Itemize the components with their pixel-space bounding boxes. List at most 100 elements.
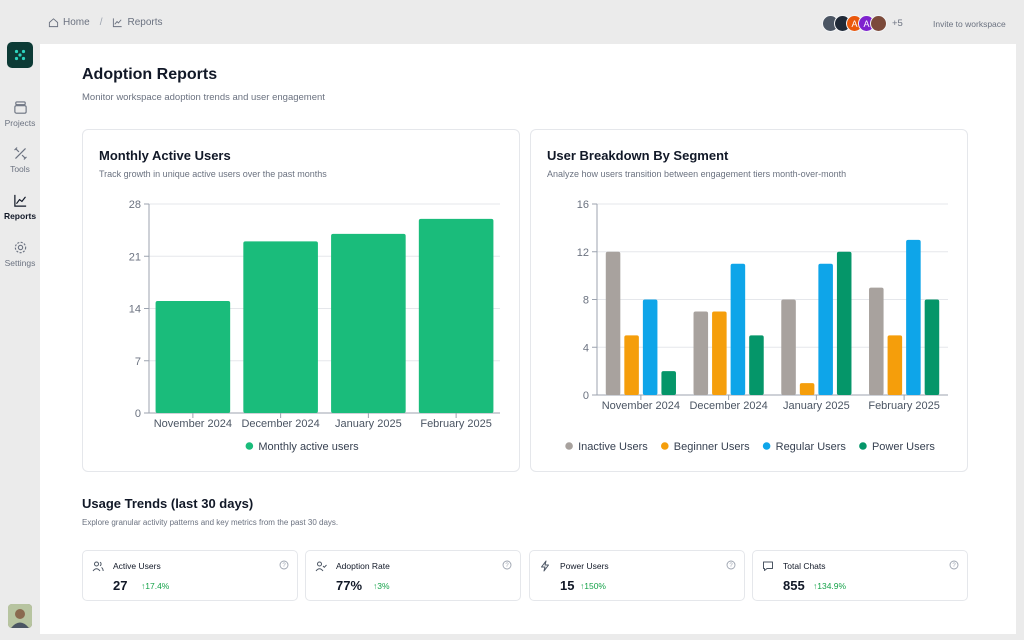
help-icon[interactable]: ? xyxy=(949,560,959,570)
y-tick-label: 12 xyxy=(577,247,589,259)
metric-label: Active Users xyxy=(113,561,161,571)
bar xyxy=(924,299,940,395)
metric-change: ↑3% xyxy=(373,581,390,591)
page-title: Adoption Reports xyxy=(82,66,218,83)
bar xyxy=(781,299,796,395)
legend-label: Beginner Users xyxy=(674,441,750,453)
avatar-image xyxy=(8,604,32,628)
legend-swatch xyxy=(762,442,771,450)
main-panel: Adoption Reports Monitor workspace adopt… xyxy=(40,44,1016,634)
x-tick-label: December 2024 xyxy=(241,418,319,430)
y-tick-label: 0 xyxy=(135,408,141,420)
breadcrumb-home[interactable]: Home xyxy=(63,17,90,28)
metric-change: ↑17.4% xyxy=(141,581,170,591)
chart-legend: Monthly active users xyxy=(245,441,359,453)
y-tick-label: 0 xyxy=(583,390,589,402)
layers-icon xyxy=(13,101,27,114)
card-title: User Breakdown By Segment xyxy=(547,148,729,163)
member-avatars[interactable]: A A +5 xyxy=(822,15,903,32)
bar xyxy=(243,241,318,413)
bar xyxy=(642,299,658,395)
help-icon[interactable]: ? xyxy=(279,560,289,570)
bar xyxy=(712,311,727,395)
y-tick-label: 28 xyxy=(129,199,141,211)
sidebar-item-tools[interactable]: Tools xyxy=(0,146,40,174)
help-icon[interactable]: ? xyxy=(502,560,512,570)
bar xyxy=(799,383,815,395)
x-tick-label: November 2024 xyxy=(602,400,680,412)
legend-swatch xyxy=(565,442,573,450)
sidebar-item-projects[interactable]: Projects xyxy=(0,100,40,128)
metric-change: ↑150% xyxy=(580,581,606,591)
bar xyxy=(331,233,406,413)
sidebar: Projects Tools Reports Settings xyxy=(0,0,40,640)
chart-line-icon xyxy=(113,18,123,28)
bar xyxy=(730,263,746,395)
bar xyxy=(418,218,494,413)
chart-line-icon xyxy=(13,194,26,207)
logo-icon xyxy=(14,49,26,61)
bar xyxy=(906,239,921,395)
y-tick-label: 21 xyxy=(129,251,141,263)
chat-icon xyxy=(763,561,773,571)
legend-swatch xyxy=(859,442,867,450)
breadcrumb: Home / Reports xyxy=(48,17,162,28)
x-tick-label: November 2024 xyxy=(154,418,232,430)
legend-label: Monthly active users xyxy=(258,441,359,453)
help-icon[interactable]: ? xyxy=(726,560,736,570)
tools-icon xyxy=(13,147,27,160)
legend-label: Regular Users xyxy=(776,441,847,453)
zap-icon xyxy=(541,560,549,572)
invite-button[interactable]: Invite to workspace xyxy=(933,19,1006,29)
y-tick-label: 16 xyxy=(577,199,589,211)
sidebar-item-label: Projects xyxy=(4,118,36,128)
segment-chart: 0 4 8 12 16 November 2024 December 2024 January… xyxy=(565,199,948,453)
breadcrumb-current[interactable]: Reports xyxy=(127,17,163,28)
metric-value: 77% xyxy=(336,578,363,593)
more-members-count[interactable]: +5 xyxy=(892,18,903,29)
card-subtitle: Analyze how users transition between eng… xyxy=(547,169,847,179)
bar xyxy=(869,287,884,395)
sidebar-item-label: Tools xyxy=(10,164,30,174)
sidebar-item-label: Reports xyxy=(3,211,37,221)
y-tick-label: 7 xyxy=(135,356,141,368)
bar xyxy=(749,335,764,395)
member-avatar[interactable] xyxy=(870,15,887,32)
metric-value: 27 xyxy=(113,578,128,593)
metric-label: Power Users xyxy=(560,561,609,571)
usage-title: Usage Trends (last 30 days) xyxy=(82,496,254,511)
mau-card: Monthly Active Users Track growth in uni… xyxy=(82,129,520,472)
bar xyxy=(818,263,833,395)
bar xyxy=(155,301,231,413)
user-avatar[interactable] xyxy=(8,604,32,628)
segment-card: User Breakdown By Segment Analyze how us… xyxy=(530,129,968,472)
svg-text:?: ? xyxy=(282,563,286,569)
metric-label: Adoption Rate xyxy=(336,561,390,571)
sidebar-item-reports[interactable]: Reports xyxy=(0,193,40,221)
bar xyxy=(624,335,639,395)
metric-card-power-users[interactable]: Power Users ? 15 ↑150% xyxy=(529,550,745,601)
usage-subtitle: Explore granular activity patterns and k… xyxy=(82,518,339,527)
user-check-icon xyxy=(315,561,327,572)
y-tick-label: 4 xyxy=(583,342,589,354)
metric-card-adoption-rate[interactable]: Adoption Rate ? 77% ↑3% xyxy=(305,550,521,601)
chart-legend: Inactive Users Beginner Users Regular User… xyxy=(565,441,935,453)
metric-card-active-users[interactable]: Active Users ? 27 ↑17.4% xyxy=(82,550,298,601)
breadcrumb-separator: / xyxy=(99,17,103,28)
legend-label: Inactive Users xyxy=(578,441,648,453)
sidebar-item-settings[interactable]: Settings xyxy=(0,240,40,268)
legend-label: Power Users xyxy=(872,441,935,453)
card-subtitle: Track growth in unique active users over… xyxy=(99,169,327,179)
bar xyxy=(661,371,676,395)
svg-text:?: ? xyxy=(729,563,733,569)
x-tick-label: February 2025 xyxy=(868,400,940,412)
app-logo[interactable] xyxy=(7,42,33,68)
metric-change: ↑134.9% xyxy=(813,581,847,591)
gear-icon xyxy=(14,241,26,254)
metric-card-total-chats[interactable]: Total Chats ? 855 ↑134.9% xyxy=(752,550,968,601)
sidebar-item-label: Settings xyxy=(4,258,36,268)
users-icon xyxy=(92,561,104,572)
svg-text:?: ? xyxy=(952,563,956,569)
x-tick-label: January 2025 xyxy=(335,418,402,430)
x-tick-label: February 2025 xyxy=(420,418,492,430)
